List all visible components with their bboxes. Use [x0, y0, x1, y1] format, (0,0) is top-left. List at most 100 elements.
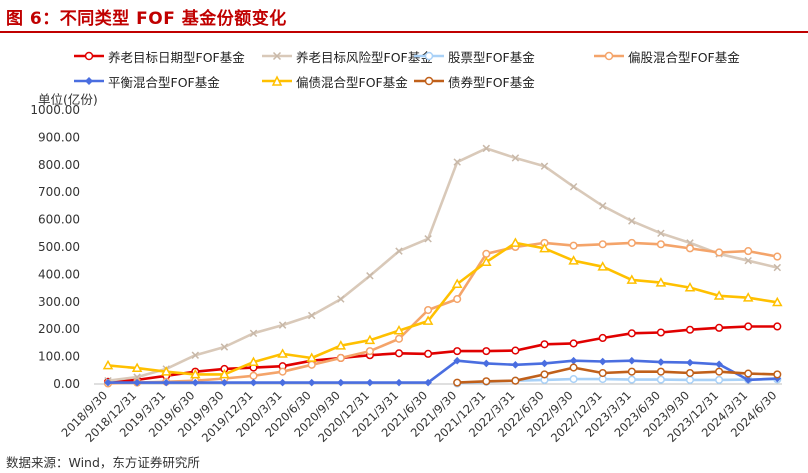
data-point-s1	[278, 321, 287, 329]
legend-swatch-stock	[414, 51, 444, 61]
data-point-s4	[278, 378, 287, 387]
data-point-s1	[249, 329, 258, 338]
data-point-s5	[510, 237, 521, 247]
data-point-s5	[772, 296, 783, 307]
data-point-s3	[394, 334, 404, 343]
legend-item-bond-hybrid: 偏债混合型FOF基金	[262, 73, 408, 90]
data-point-s0	[598, 333, 607, 343]
data-point-s4	[540, 359, 549, 368]
data-point-s4	[104, 378, 112, 387]
data-point-s5	[248, 356, 259, 367]
legend-swatch-balanced	[74, 77, 104, 85]
series-line-0	[107, 325, 778, 384]
data-point-s1	[307, 311, 316, 320]
data-point-s4	[453, 356, 461, 365]
series-line-4	[108, 359, 778, 384]
y-tick-label: 1000.00	[30, 103, 80, 117]
y-tick-label: 700.00	[38, 185, 80, 199]
legend-item-balanced: 平衡混合型FOF基金	[74, 73, 220, 90]
data-point-s5	[568, 255, 579, 265]
legend-swatch-bond-hybrid	[262, 75, 292, 86]
data-point-s4	[511, 361, 520, 369]
data-point-s4	[337, 378, 345, 387]
data-point-s5	[393, 325, 405, 335]
data-point-s1	[424, 235, 432, 243]
data-point-s5	[190, 368, 201, 379]
data-point-s1	[337, 295, 345, 303]
source-note: 数据来源：Wind，东方证券研究所	[6, 455, 200, 470]
data-point-s5	[160, 366, 172, 376]
data-point-s1	[191, 351, 200, 359]
y-tick-label: 300.00	[38, 295, 80, 309]
data-point-s5	[451, 278, 463, 288]
data-point-s3	[685, 244, 695, 253]
data-point-s4	[366, 378, 374, 387]
data-point-s3	[598, 240, 607, 249]
data-point-s5	[364, 334, 376, 345]
series-line-1	[107, 147, 778, 382]
data-point-s5	[655, 277, 667, 287]
y-axis-unit-label: 单位(亿份)	[38, 92, 98, 107]
data-point-s3	[569, 241, 578, 250]
data-point-s5	[684, 282, 696, 292]
data-point-s1	[773, 263, 782, 272]
y-tick-label: 900.00	[38, 130, 80, 144]
legend-label: 平衡混合型FOF基金	[108, 74, 220, 90]
data-point-s5	[422, 315, 434, 325]
data-point-s1	[220, 343, 229, 351]
data-point-s4	[569, 356, 578, 365]
data-point-s1	[366, 272, 374, 280]
data-point-s6	[540, 370, 549, 379]
data-point-s1	[540, 162, 549, 170]
legend-swatch-equity-hybrid	[594, 51, 624, 61]
data-point-s6	[569, 363, 578, 372]
data-point-s6	[685, 368, 695, 378]
data-point-s0	[744, 322, 753, 331]
data-point-s1	[744, 256, 752, 265]
data-point-s1	[453, 158, 461, 166]
data-point-s6	[627, 367, 636, 376]
data-point-s4	[715, 360, 723, 369]
data-point-s0	[773, 322, 782, 331]
data-point-s3	[424, 305, 433, 315]
data-point-s3	[715, 248, 724, 257]
data-point-s1	[395, 247, 403, 255]
data-point-s4	[628, 356, 636, 365]
data-point-s4	[162, 378, 170, 387]
data-point-s3	[453, 295, 462, 304]
data-point-s0	[511, 346, 520, 355]
data-point-s4	[686, 358, 694, 367]
data-point-s0	[656, 328, 665, 337]
data-point-s2	[656, 375, 665, 384]
legend-label: 债券型FOF基金	[448, 74, 535, 90]
data-point-s0	[715, 323, 724, 332]
data-point-s2	[715, 375, 724, 384]
data-point-s5	[306, 352, 317, 362]
data-point-s5	[335, 340, 347, 350]
data-point-s6	[453, 378, 462, 387]
data-point-s3	[365, 347, 374, 356]
data-point-s5	[713, 290, 725, 300]
data-point-s0	[685, 325, 695, 334]
data-point-s6	[656, 367, 665, 376]
legend-item-stock: 股票型FOF基金	[414, 48, 535, 65]
data-point-s2	[685, 375, 695, 384]
data-point-s0	[569, 339, 578, 348]
legend-label: 偏债混合型FOF基金	[296, 74, 408, 90]
legend-label: 偏股混合型FOF基金	[628, 49, 740, 65]
data-point-s4	[424, 378, 432, 387]
data-point-s0	[394, 349, 404, 358]
legend-label: 股票型FOF基金	[448, 49, 535, 65]
series-line-6	[457, 366, 778, 384]
data-point-s2	[569, 375, 578, 384]
data-point-s2	[627, 375, 636, 384]
data-point-s3	[482, 249, 491, 258]
y-tick-label: 400.00	[38, 267, 80, 281]
data-point-s0	[482, 347, 491, 356]
data-point-s3	[627, 238, 636, 247]
data-point-s3	[744, 247, 753, 256]
y-tick-label: 200.00	[38, 322, 80, 336]
legend-label: 养老目标日期型FOF基金	[108, 49, 245, 65]
data-point-s5	[539, 242, 550, 253]
